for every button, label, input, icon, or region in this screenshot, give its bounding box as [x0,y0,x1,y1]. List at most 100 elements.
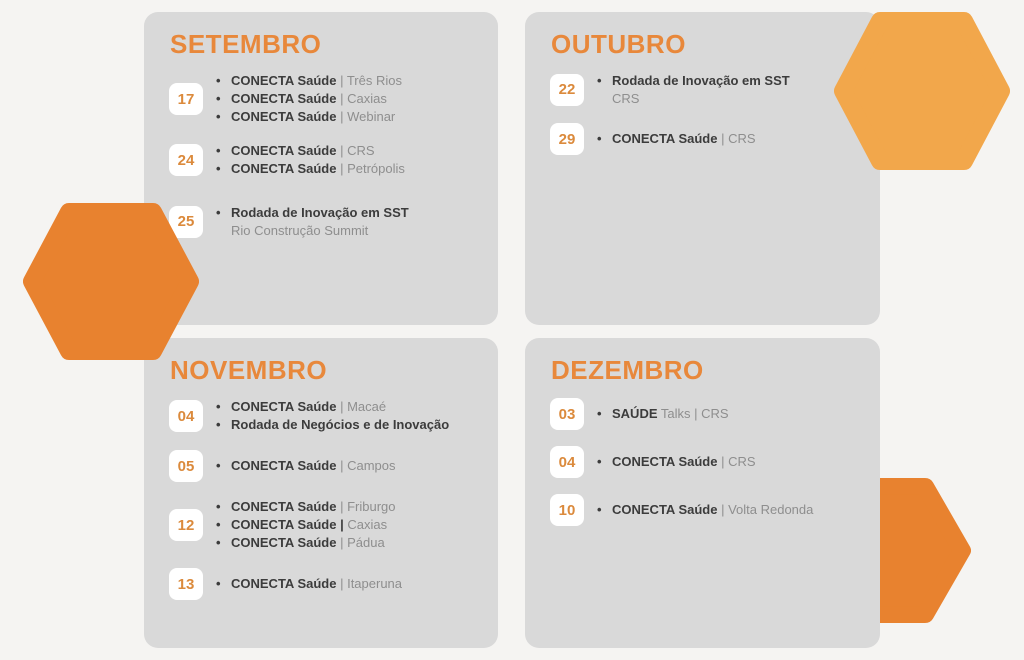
event-item: • Rodada de Negócios e de Inovação [216,416,449,434]
event-item: • CONECTA Saúde | Três Rios [216,72,402,90]
event-location: | CRS [721,454,756,469]
event-name: CONECTA Saúde [231,161,337,176]
event-name: CONECTA Saúde [231,73,337,88]
event-location: Talks | CRS [660,406,729,421]
event-item: • CONECTA Saúde | Caxias [216,90,402,108]
event-name: CONECTA Saúde [231,576,337,591]
day-badge: 22 [550,73,584,106]
event-location: | CRS [721,131,756,146]
event-location: | Volta Redonda [721,502,814,517]
event-item: • CONECTA Saúde | CRS [597,453,756,471]
day-row: 10 • CONECTA Saúde | Volta Redonda [550,494,866,526]
event-list: • CONECTA Saúde | Três Rios • CONECTA Sa… [216,72,402,126]
month-title: SETEMBRO [170,29,322,59]
bullet-icon: • [216,535,221,550]
event-item: • Rodada de Inovação em SST Rio Construç… [216,204,409,239]
day-row: 13 • CONECTA Saúde | Itaperuna [169,568,484,600]
event-item: • CONECTA Saúde | CRS [597,130,756,148]
event-location: Caxias [347,517,388,532]
bullet-icon: • [597,406,602,421]
event-list: • CONECTA Saúde | Macaé • Rodada de Negó… [216,398,449,434]
day-row: 04 • CONECTA Saúde | Macaé • Rodada de N… [169,398,484,434]
bullet-icon: • [216,399,221,414]
event-item: • CONECTA Saúde | Itaperuna [216,575,402,593]
day-badge: 13 [169,568,203,600]
bullet-icon: • [216,143,221,158]
day-badge: 10 [550,494,584,526]
bullet-icon: • [216,517,221,532]
event-list: • Rodada de Inovação em SST Rio Construç… [216,204,409,239]
bullet-icon: • [597,73,602,88]
month-card-novembro: NOVEMBRO 04 • CONECTA Saúde | Macaé • Ro… [144,338,498,648]
event-name: CONECTA Saúde [612,131,718,146]
event-name: CONECTA Saúde [231,458,337,473]
month-card-dezembro: DEZEMBRO 03 • SAÚDE Talks | CRS 04 • CON… [525,338,880,648]
event-list: • CONECTA Saúde | CRS • CONECTA Saúde | … [216,142,405,178]
day-row: 12 • CONECTA Saúde | Friburgo • CONECTA … [169,498,484,552]
month-title: OUTUBRO [551,29,686,59]
bullet-icon: • [216,499,221,514]
event-name: Rodada de Inovação em SST [612,73,790,88]
event-name: CONECTA Saúde [231,535,337,550]
day-row: 25 • Rodada de Inovação em SST Rio Const… [169,204,484,239]
event-location: | Itaperuna [340,576,403,591]
event-list: • CONECTA Saúde | Itaperuna [216,575,402,593]
event-name: Rodada de Negócios e de Inovação [231,417,450,432]
bullet-icon: • [216,91,221,106]
day-badge: 05 [169,450,203,482]
event-item: • CONECTA Saúde | Campos [216,457,396,475]
event-name: CONECTA Saúde [231,499,337,514]
month-card-outubro: OUTUBRO 22 • Rodada de Inovação em SST C… [525,12,880,325]
event-location: | Petrópolis [340,161,405,176]
day-row: 29 • CONECTA Saúde | CRS [550,123,866,155]
event-item: • CONECTA Saúde | Volta Redonda [597,501,813,519]
bullet-icon: • [216,109,221,124]
day-badge: 12 [169,509,203,541]
event-list: • CONECTA Saúde | Friburgo • CONECTA Saú… [216,498,396,552]
day-row: 17 • CONECTA Saúde | Três Rios • CONECTA… [169,72,484,126]
event-name: CONECTA Saúde [231,143,337,158]
day-badge: 29 [550,123,584,155]
day-badge: 17 [169,83,203,115]
event-item: • CONECTA Saúde | CRS [216,142,405,160]
month-title: NOVEMBRO [170,355,328,385]
day-row: 05 • CONECTA Saúde | Campos [169,450,484,482]
event-item: • CONECTA Saúde | Caxias [216,516,396,534]
event-location: | Macaé [340,399,387,414]
day-badge: 04 [169,400,203,432]
day-row: 04 • CONECTA Saúde | CRS [550,446,866,478]
bullet-icon: • [216,576,221,591]
event-name: CONECTA Saúde [612,454,718,469]
day-row: 22 • Rodada de Inovação em SST CRS [550,72,866,107]
event-list: • CONECTA Saúde | Campos [216,457,396,475]
event-location: | Friburgo [340,499,396,514]
event-list: • CONECTA Saúde | CRS [597,453,756,471]
event-location: | Três Rios [340,73,402,88]
event-name: CONECTA Saúde [231,399,337,414]
event-item: • CONECTA Saúde | Friburgo [216,498,396,516]
day-badge: 03 [550,398,584,430]
event-location: | Webinar [340,109,396,124]
event-location: | Pádua [340,535,385,550]
event-location: | CRS [340,143,375,158]
event-item: • CONECTA Saúde | Petrópolis [216,160,405,178]
event-subtitle: Rio Construção Summit [231,223,369,238]
bullet-icon: • [597,131,602,146]
day-badge: 24 [169,144,203,176]
event-location: | Campos [340,458,396,473]
bullet-icon: • [216,73,221,88]
bullet-icon: • [216,205,221,220]
event-location: | Caxias [340,91,387,106]
bullet-icon: • [216,161,221,176]
day-badge: 25 [169,205,203,238]
event-list: • Rodada de Inovação em SST CRS [597,72,790,107]
event-item: • CONECTA Saúde | Macaé [216,398,449,416]
event-item: • CONECTA Saúde | Pádua [216,534,396,552]
event-item: • CONECTA Saúde | Webinar [216,108,402,126]
bullet-icon: • [216,458,221,473]
bullet-icon: • [597,454,602,469]
bullet-icon: • [216,417,221,432]
event-subtitle: CRS [612,91,640,106]
month-title: DEZEMBRO [551,355,704,385]
